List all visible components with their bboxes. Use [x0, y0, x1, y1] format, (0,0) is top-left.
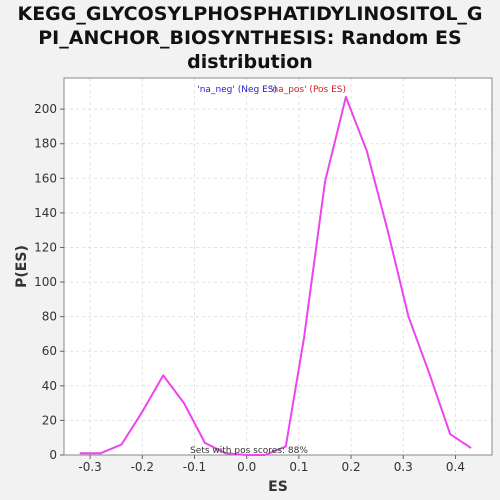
y-tick-label: 180: [34, 137, 57, 151]
x-tick-label: 0.2: [342, 460, 361, 474]
x-tick-label: -0.3: [78, 460, 101, 474]
y-tick-label: 20: [42, 413, 57, 427]
legend-entry-pos: 'na_pos' (Pos ES): [270, 85, 346, 95]
y-tick-label: 0: [49, 448, 57, 462]
ticks: -0.3 -0.2 -0.1 0.0 0.1 0.2 0.3 0.4 0 20 40 60 80 100 1…: [34, 102, 465, 474]
x-axis-label: ES: [268, 479, 288, 495]
y-tick-label: 100: [34, 275, 57, 289]
legend-entry-neg: 'na_neg' (Neg ES): [197, 85, 277, 95]
x-tick-label: 0.1: [289, 460, 308, 474]
series-group: [79, 96, 472, 456]
x-tick-label: -0.2: [131, 460, 154, 474]
y-tick-label: 60: [42, 344, 57, 358]
x-tick-label: 0.3: [394, 460, 413, 474]
y-tick-label: 120: [34, 240, 57, 254]
plot-border: [63, 77, 493, 456]
y-tick-label: 80: [42, 310, 57, 324]
x-tick-label: -0.1: [183, 460, 206, 474]
es-series-line: [79, 96, 472, 456]
y-axis-label: P(ES): [14, 245, 30, 288]
y-tick-label: 40: [42, 379, 57, 393]
pos-score-annotation: Sets with pos scores: 88%: [190, 446, 308, 456]
x-tick-label: 0.4: [446, 460, 465, 474]
y-tick-label: 160: [34, 171, 57, 185]
plot-area: [64, 78, 492, 455]
chart-title-line-2: PI_ANCHOR_BIOSYNTHESIS: Random ES: [38, 27, 462, 49]
y-tick-label: 140: [34, 206, 57, 220]
legend: 'na_neg' (Neg ES)'na_pos' (Pos ES): [197, 85, 346, 95]
y-tick-label: 200: [34, 102, 57, 116]
x-tick-label: 0.0: [237, 460, 256, 474]
chart-title-line-1: KEGG_GLYCOSYLPHOSPHATIDYLINOSITOL_G: [17, 3, 483, 25]
axes: [63, 77, 493, 456]
chart-title-line-3: distribution: [187, 51, 313, 73]
